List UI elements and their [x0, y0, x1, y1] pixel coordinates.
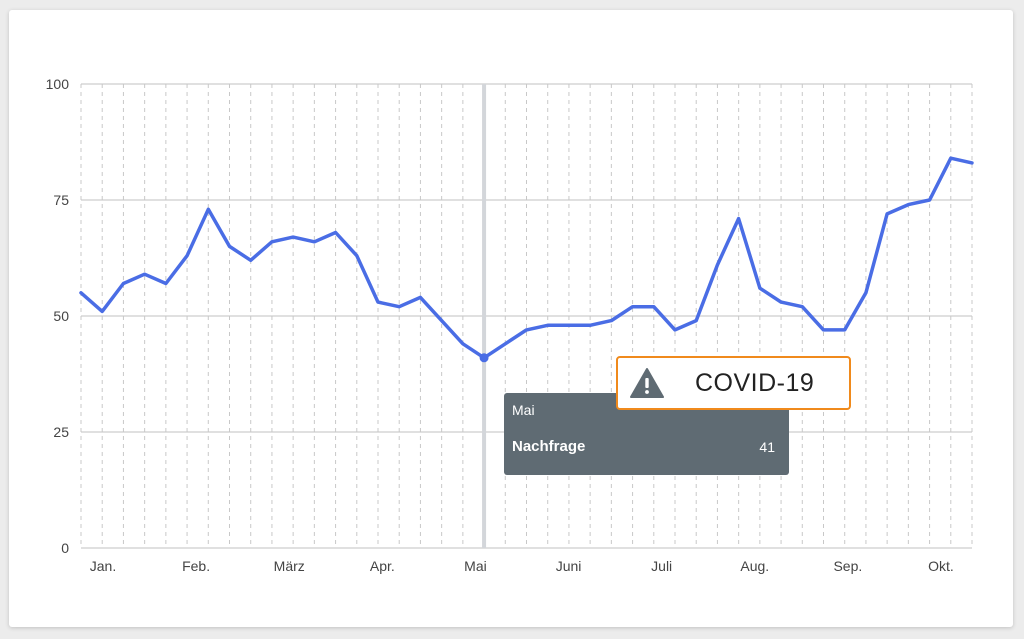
- data-point[interactable]: [142, 272, 146, 276]
- data-point[interactable]: [418, 295, 422, 299]
- data-point[interactable]: [312, 240, 316, 244]
- warning-icon: [630, 368, 664, 398]
- data-point[interactable]: [843, 328, 847, 332]
- data-point[interactable]: [121, 281, 125, 285]
- data-point[interactable]: [609, 318, 613, 322]
- data-point[interactable]: [439, 318, 443, 322]
- data-point[interactable]: [864, 291, 868, 295]
- data-point[interactable]: [949, 156, 953, 160]
- tooltip-value: 41: [759, 439, 775, 455]
- y-tick-label: 50: [53, 308, 69, 324]
- x-tick-label: Mai: [464, 558, 487, 574]
- data-point[interactable]: [630, 305, 634, 309]
- data-point[interactable]: [185, 253, 189, 257]
- x-tick-label: Sep.: [833, 558, 862, 574]
- x-tick-label: Apr.: [370, 558, 395, 574]
- data-point[interactable]: [164, 281, 168, 285]
- x-tick-label: Jan.: [90, 558, 116, 574]
- data-point[interactable]: [397, 305, 401, 309]
- y-tick-label: 100: [46, 76, 70, 92]
- y-tick-label: 0: [61, 540, 69, 556]
- data-point[interactable]: [333, 230, 337, 234]
- data-point[interactable]: [291, 235, 295, 239]
- data-point[interactable]: [821, 328, 825, 332]
- data-point-hovered[interactable]: [479, 353, 489, 363]
- data-point[interactable]: [970, 161, 974, 165]
- x-tick-label: Juni: [556, 558, 582, 574]
- annotation-label: COVID-19: [695, 369, 815, 397]
- data-point[interactable]: [567, 323, 571, 327]
- data-point[interactable]: [779, 300, 783, 304]
- x-tick-label: März: [274, 558, 305, 574]
- series-line-nachfrage: [79, 156, 974, 360]
- y-tick-label: 25: [53, 424, 69, 440]
- tooltip-category: Mai: [512, 402, 535, 418]
- data-point[interactable]: [270, 240, 274, 244]
- data-point[interactable]: [79, 291, 83, 295]
- data-point[interactable]: [524, 328, 528, 332]
- data-point[interactable]: [673, 328, 677, 332]
- tooltip-series-name: Nachfrage: [512, 438, 586, 455]
- data-point[interactable]: [227, 244, 231, 248]
- data-point[interactable]: [355, 253, 359, 257]
- data-point[interactable]: [588, 323, 592, 327]
- data-point[interactable]: [503, 342, 507, 346]
- data-point[interactable]: [376, 300, 380, 304]
- data-point[interactable]: [906, 202, 910, 206]
- data-point[interactable]: [100, 309, 104, 313]
- x-tick-label: Feb.: [182, 558, 210, 574]
- data-point[interactable]: [249, 258, 253, 262]
- data-point[interactable]: [736, 216, 740, 220]
- data-point[interactable]: [758, 286, 762, 290]
- data-point[interactable]: [546, 323, 550, 327]
- data-point[interactable]: [461, 342, 465, 346]
- chart-card: [9, 10, 1013, 627]
- data-point[interactable]: [927, 198, 931, 202]
- y-tick-label: 75: [53, 192, 69, 208]
- x-tick-label: Aug.: [740, 558, 769, 574]
- data-point[interactable]: [715, 263, 719, 267]
- x-tick-label: Okt.: [928, 558, 954, 574]
- x-tick-label: Juli: [651, 558, 672, 574]
- covid-annotation[interactable]: COVID-19: [616, 356, 851, 410]
- data-point[interactable]: [885, 212, 889, 216]
- data-point[interactable]: [652, 305, 656, 309]
- data-point[interactable]: [694, 318, 698, 322]
- data-point[interactable]: [206, 207, 210, 211]
- data-point[interactable]: [800, 305, 804, 309]
